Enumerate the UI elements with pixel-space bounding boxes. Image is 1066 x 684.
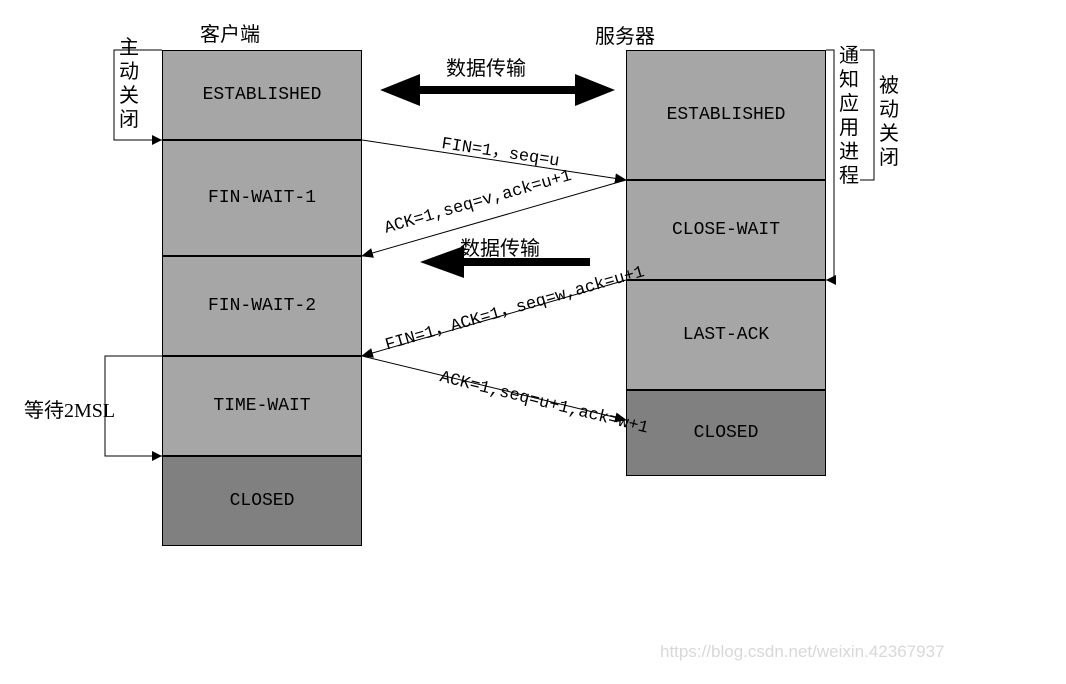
arrow-layer: [0, 0, 1066, 684]
diagram-canvas: 客户端 服务器 主动关闭 被动关闭 通知应用进程 等待2MSL 数据传输 数据传…: [0, 0, 1066, 684]
watermark: https://blog.csdn.net/weixin.42367937: [660, 642, 944, 662]
